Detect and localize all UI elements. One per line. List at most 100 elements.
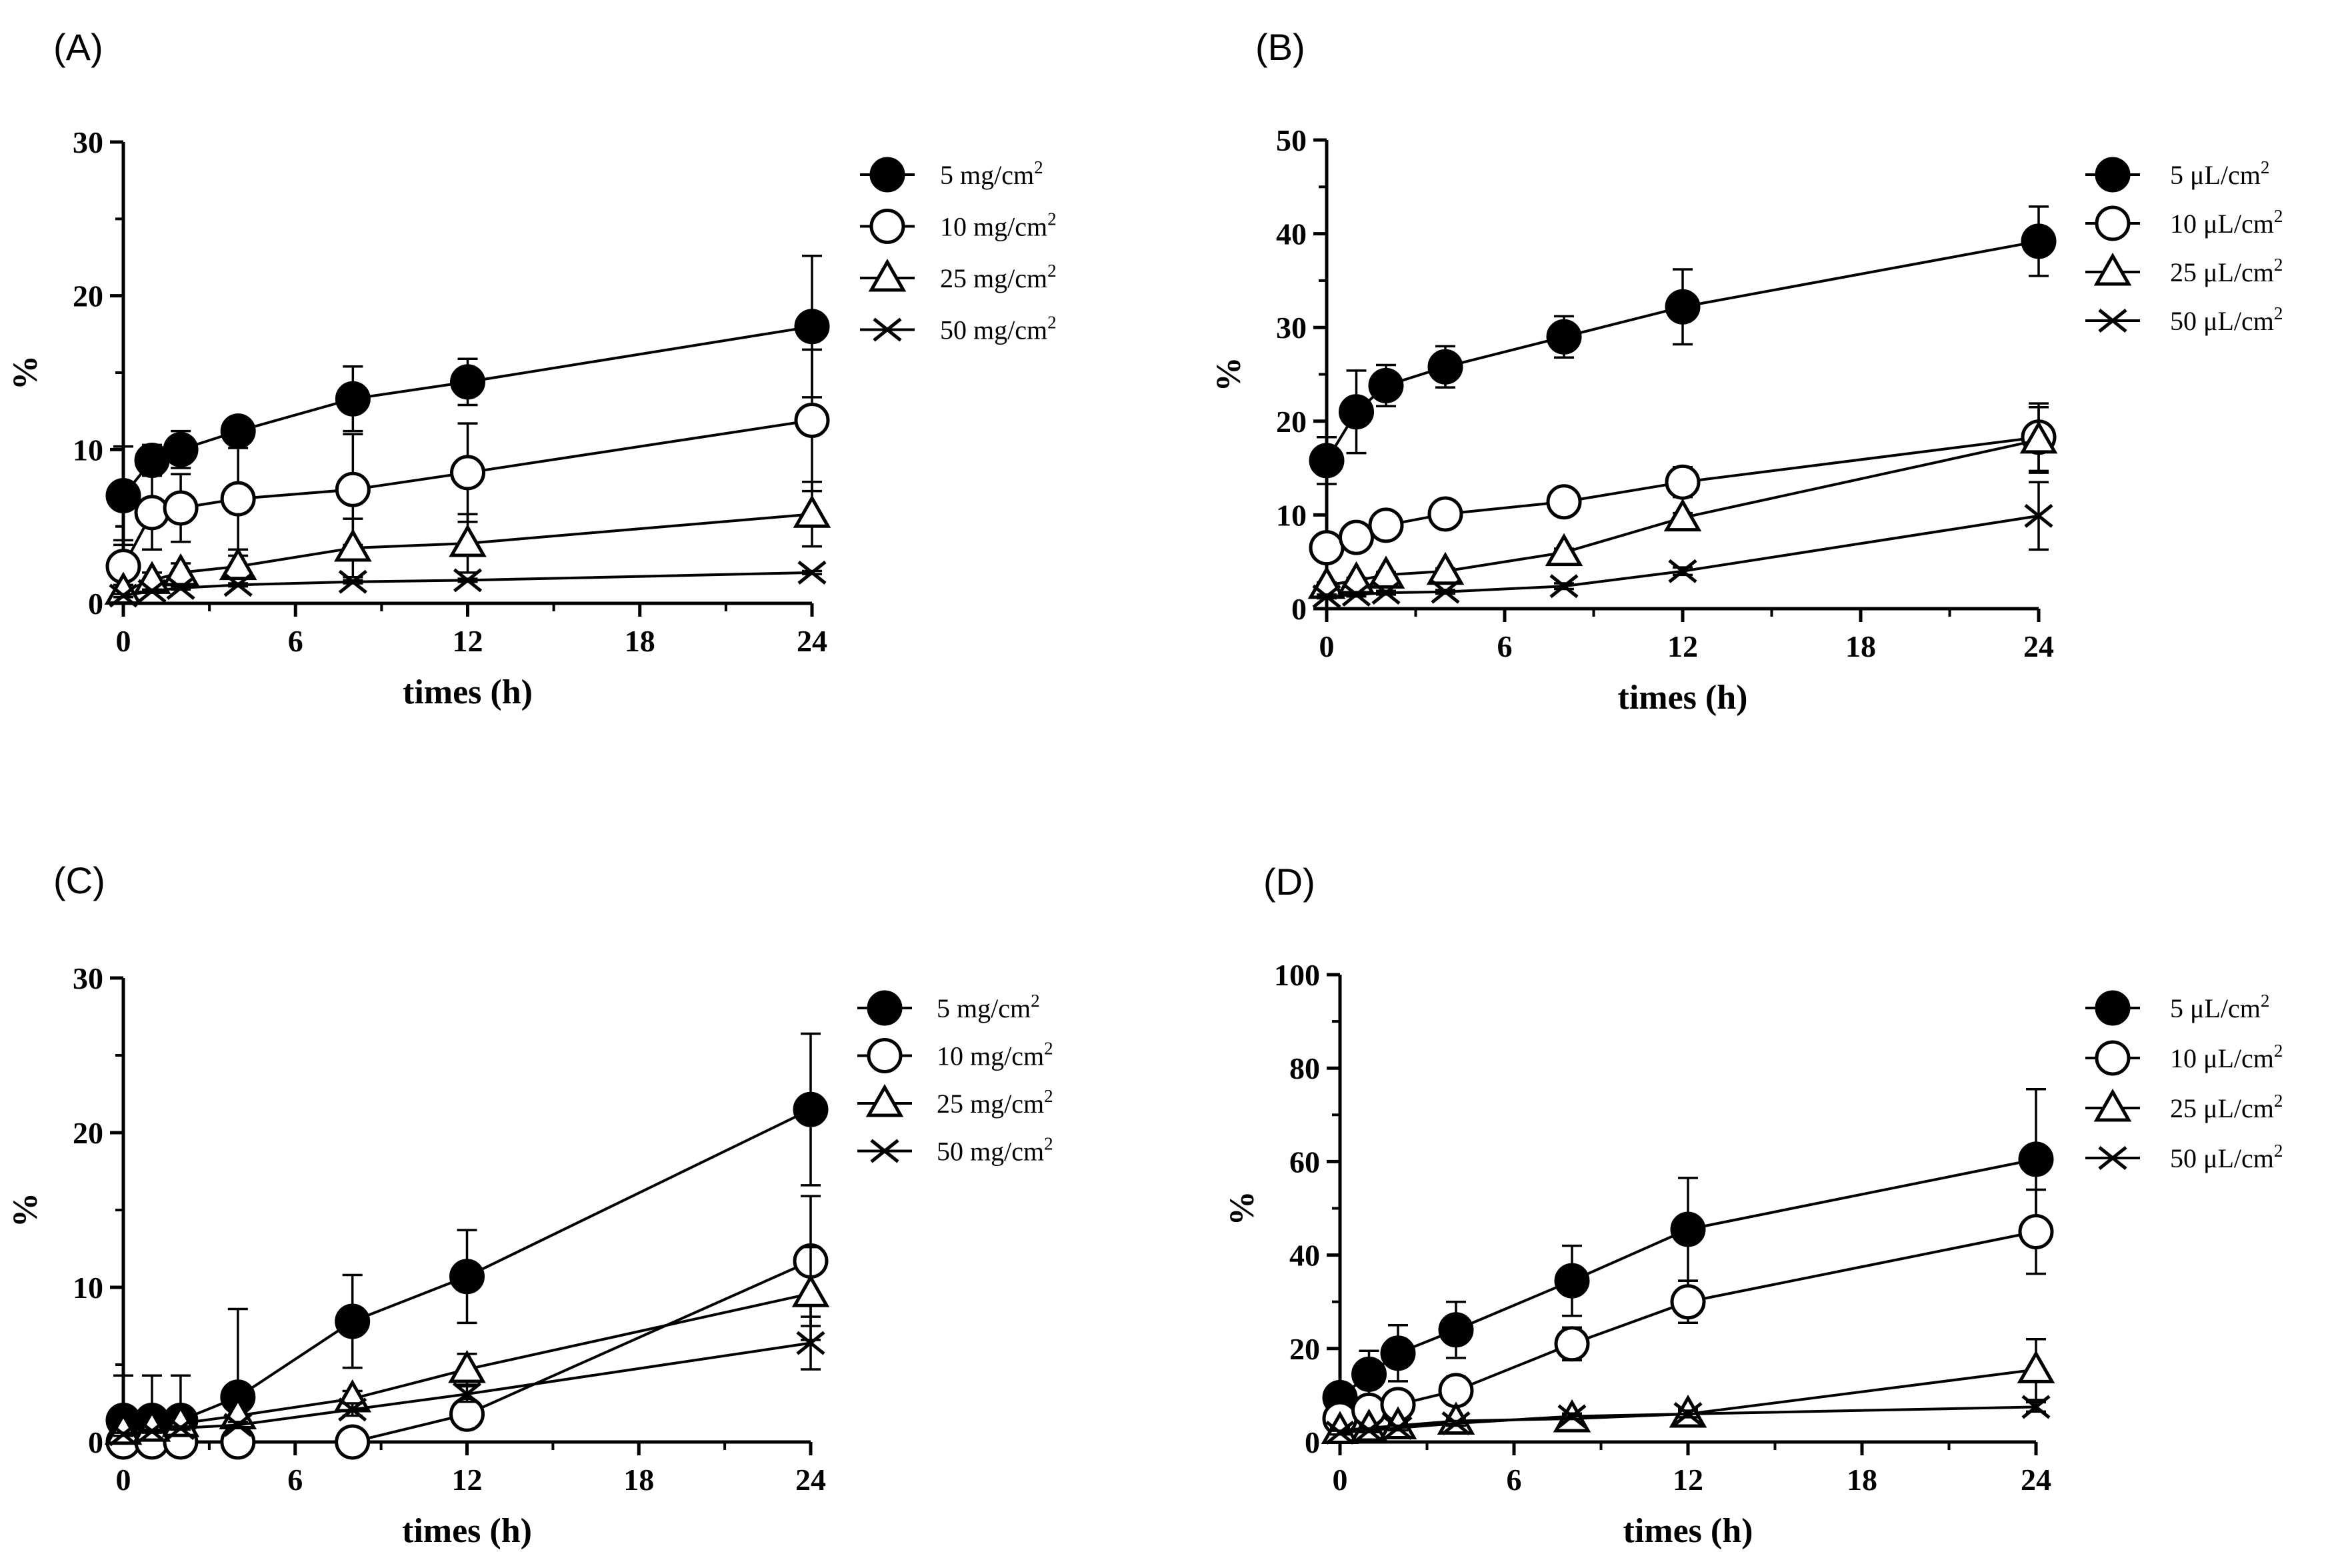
panel-c-legend-marker [867, 990, 903, 1026]
panel-d-legend-label-text: 25 μL/cm [2170, 1093, 2274, 1123]
panel-b-series-4-point [1431, 579, 1460, 604]
panel-a-series-1-point [163, 431, 199, 467]
panel-d-y-tick-label: 20 [1289, 1332, 1320, 1366]
panel-b-x-tick-label: 24 [2023, 629, 2054, 663]
panel-c-x-tick-label: 18 [623, 1463, 654, 1497]
panel-a-x-tick-label: 6 [288, 624, 303, 658]
panel-a-legend-label-text: 10 mg/cm [940, 212, 1047, 242]
panel-a-series-3-point [219, 547, 257, 581]
panel-a-x-axis-title: times (h) [403, 673, 533, 711]
panel-b-legend-marker [2093, 252, 2132, 286]
panel-d-x-tick-label: 12 [1673, 1463, 1703, 1497]
panel-d-series-1 [1322, 1087, 2054, 1415]
panel-a-series-4 [109, 560, 827, 608]
panel-a-legend-item-4: 50 mg/cm2 [860, 313, 1057, 345]
panel-b-series-3-point [1663, 498, 1702, 532]
panel-d-x-tick-label: 0 [1333, 1463, 1348, 1497]
panel-b-legend-label-superscript: 2 [2274, 255, 2283, 275]
panel-b-series-4-point [1341, 582, 1371, 607]
panel-b-legend-item-1: 5 μL/cm2 [2085, 157, 2269, 193]
panel-b-legend-marker [2095, 157, 2131, 193]
panel-a-legend-label-superscript: 2 [1047, 209, 1057, 229]
panel-b-series-4-point-stroke-b [1668, 559, 1697, 583]
panel-d-legend-label-text: 5 μL/cm [2170, 993, 2261, 1023]
panel-a-series-4-point-stroke-b [797, 560, 827, 585]
panel-d-x-tick-label: 6 [1507, 1463, 1522, 1497]
panel-c-series-4-point-stroke-b [338, 1397, 367, 1422]
panel-d-series-4-point-stroke-b [1673, 1401, 1703, 1426]
panel-a-y-tick-label: 20 [73, 279, 103, 313]
panel-b-series-3 [1307, 405, 2058, 599]
panel-d-y-tick-label: 60 [1289, 1145, 1320, 1179]
panel-a-series-4-point-stroke-b [453, 568, 483, 593]
panel-a-series-1-point [220, 413, 256, 449]
panel-c-x-tick-label: 12 [452, 1463, 483, 1497]
panel-a-legend-label-text: 5 mg/cm [940, 160, 1034, 190]
panel-b-series-4-point [1371, 581, 1401, 605]
panel-a-series-4-point [223, 573, 253, 597]
panel-b-legend-marker [2095, 205, 2131, 241]
panel-d-y-tick-label: 40 [1289, 1239, 1320, 1273]
panel-d-legend-marker [2095, 1040, 2131, 1076]
panel-c-legend-label-superscript: 2 [1031, 991, 1040, 1011]
panel-c-legend-label-text: 5 mg/cm [937, 993, 1031, 1023]
panel-b-series-1-point [1427, 349, 1463, 385]
panel-a-y-tick-label: 10 [73, 433, 103, 467]
panel-b-legend-label: 10 μL/cm2 [2170, 206, 2283, 239]
panel-c-y-tick-label: 0 [88, 1425, 103, 1459]
panel-c-series-4-point [223, 1413, 253, 1437]
panel-d-legend-marker [2095, 990, 2131, 1026]
panel-a-series-3-point [161, 553, 200, 587]
panel-b-series-2-point [1665, 464, 1701, 500]
panel-a-legend-label-text: 50 mg/cm [940, 315, 1047, 345]
panel-b-series-1-point [2021, 223, 2057, 259]
panel-c-series-1-point [449, 1259, 485, 1295]
panel-b-series-4-point-stroke-b [2024, 503, 2053, 528]
panel-b-y-tick-label: 10 [1276, 498, 1307, 532]
panel-c-legend-label-superscript: 2 [1044, 1134, 1053, 1154]
panel-a-series-1-point [105, 478, 141, 514]
panel-a-series-2-point [335, 471, 371, 507]
panel-b-y-tick-label: 0 [1291, 592, 1307, 626]
panel-c-series-4-point-stroke-b [137, 1419, 167, 1443]
panel-a-legend-marker [873, 317, 902, 342]
panel-d-legend-item-3: 25 μL/cm2 [2085, 1088, 2283, 1123]
panel-d: (D) 0 20 40 60 80 100 0 6 12 18 24 times (h)% 5 μL/cm… [1223, 861, 2283, 1550]
panel-b-series-4-point [1668, 559, 1697, 583]
panel-d-legend-label-text: 50 μL/cm [2170, 1143, 2274, 1173]
panel-d-series-4-point-stroke-b [1557, 1404, 1587, 1429]
panel-a-y-axis-title: % [7, 355, 45, 390]
panel-d-series-4-point [1557, 1404, 1587, 1429]
panel-b-legend-label-text: 10 μL/cm [2170, 209, 2274, 239]
panel-d-series-1-point [1670, 1211, 1706, 1247]
panel-b-series-2-point [1368, 507, 1404, 543]
panel-d-series-1-point [1438, 1312, 1474, 1348]
panel-a-label: (A) [53, 26, 103, 68]
panel-d-series-4-point-stroke-b [1354, 1418, 1384, 1443]
panel-d-legend-label: 5 μL/cm2 [2170, 991, 2269, 1023]
panel-c-x-axis-title: times (h) [402, 1512, 532, 1550]
panel-d-x-tick-label: 18 [1847, 1463, 1877, 1497]
panel-d-series-4-point [2021, 1395, 2051, 1419]
panel-a-x-tick-label: 12 [453, 624, 483, 658]
panel-b-legend-item-4: 50 μL/cm2 [2085, 303, 2283, 336]
panel-d-legend-label-superscript: 2 [2274, 1141, 2283, 1161]
panel-d-legend-marker-stroke-b [2098, 1146, 2127, 1170]
panel-d-series-4-point-stroke-b [1325, 1421, 1355, 1445]
panel-d-x-axis-title: times (h) [1623, 1512, 1753, 1550]
panel-b-label: (B) [1255, 26, 1305, 68]
panel-b-series-2-point [1309, 530, 1345, 566]
panel-a-series-2-point [134, 495, 170, 531]
panel-d-series-3-point [2017, 1350, 2055, 1383]
panel-a-series-4-point-stroke-b [223, 573, 253, 597]
panel-d-legend-label-superscript: 2 [2274, 1091, 2283, 1111]
panel-c-legend-marker [870, 1139, 899, 1163]
panel-b-y-tick-label: 20 [1276, 405, 1307, 439]
panel-c-series-4-point [796, 1331, 825, 1355]
panel-d-legend-label-superscript: 2 [2261, 991, 2270, 1011]
panel-c-series-1-point [793, 1091, 829, 1127]
panel-a-legend-marker [869, 157, 905, 193]
panel-a-legend-label: 25 mg/cm2 [940, 261, 1057, 293]
panel-c-legend-label: 25 mg/cm2 [937, 1086, 1053, 1119]
